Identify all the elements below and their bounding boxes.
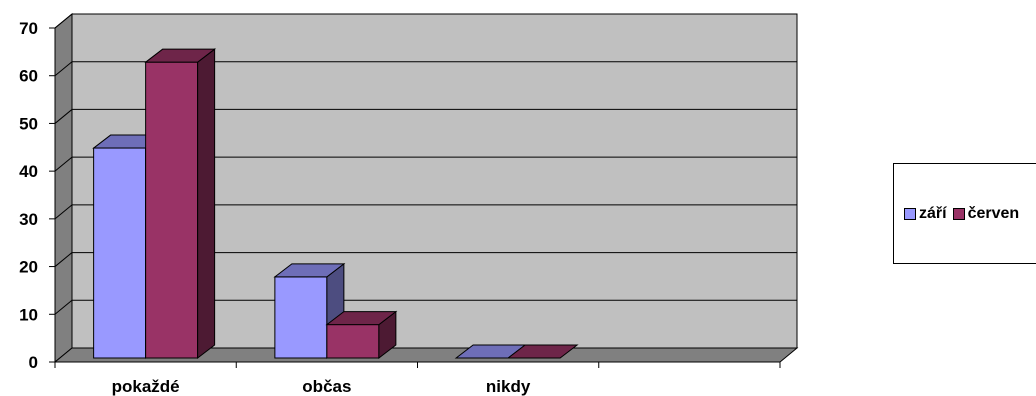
side-gridline <box>54 61 73 77</box>
chart-bars <box>92 48 579 360</box>
x-category-label: občas <box>302 377 351 396</box>
x-category-label: pokaždé <box>112 377 180 396</box>
side-gridline <box>54 109 73 124</box>
legend-label-cerven: červen <box>967 205 1020 222</box>
bar-front <box>326 324 380 359</box>
x-category-labels: pokaždé občas nikdy <box>112 377 531 396</box>
side-gridline <box>54 13 73 29</box>
plot-side-wall <box>54 12 73 364</box>
y-tick-labels: 0 10 20 30 40 50 60 70 <box>19 19 38 372</box>
legend-item-zari: září <box>904 205 947 223</box>
y-tick-label: 20 <box>19 258 38 277</box>
bar-side <box>197 48 216 360</box>
y-tick-label: 30 <box>19 210 38 229</box>
bar-top <box>325 311 398 326</box>
legend-item-cerven: červen <box>952 205 1020 223</box>
bar-top <box>273 263 346 278</box>
side-gridline <box>54 299 73 315</box>
side-gridline <box>54 252 73 267</box>
bar-září-občas <box>273 262 346 360</box>
bar-top <box>506 344 579 359</box>
chart-axes <box>49 27 781 368</box>
chart-legend: září červen <box>893 163 1036 264</box>
bar-červen-občas <box>325 310 398 360</box>
bar-červen-pokaždé <box>144 48 217 360</box>
y-tick-label: 60 <box>19 67 38 86</box>
legend-swatch-cerven <box>952 208 965 220</box>
y-tick-label: 10 <box>19 305 38 324</box>
side-gridline <box>54 156 73 172</box>
legend-label-zari: září <box>919 205 947 222</box>
y-tick-label: 70 <box>19 19 38 38</box>
side-gridline <box>54 204 73 220</box>
bar-front <box>145 61 199 359</box>
x-category-label: nikdy <box>486 377 531 396</box>
bar-červen-nikdy <box>506 344 579 359</box>
y-tick-label: 50 <box>19 114 38 133</box>
bar-front <box>274 276 328 359</box>
y-tick-label: 0 <box>29 353 38 372</box>
bar-front <box>93 147 147 359</box>
bar-top <box>144 48 217 63</box>
y-tick-label: 40 <box>19 162 38 181</box>
legend-swatch-zari <box>904 208 916 220</box>
legend-entries: září červen <box>904 205 1025 223</box>
